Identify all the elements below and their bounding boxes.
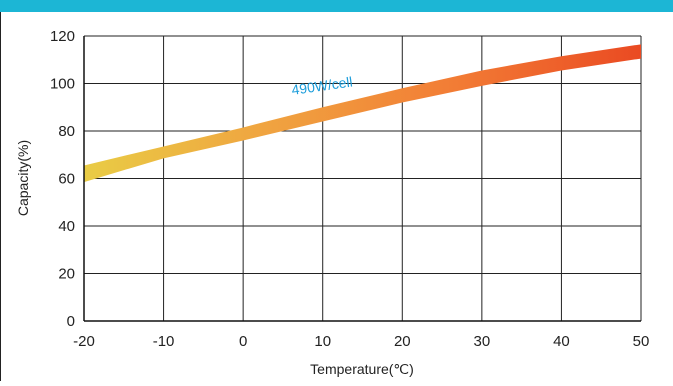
left-frame-line — [0, 12, 1, 381]
x-tick-label: 0 — [239, 333, 247, 350]
x-axis-title: Temperature(℃) — [310, 361, 414, 377]
y-tick-label: 80 — [58, 123, 75, 140]
y-tick-label: 100 — [50, 76, 75, 93]
y-tick-label: 20 — [58, 266, 75, 283]
series-annotation-label: 490W/cell — [290, 73, 353, 97]
x-tick-label: 10 — [314, 333, 331, 350]
x-tick-label: 40 — [553, 333, 570, 350]
x-tick-label: 20 — [394, 333, 411, 350]
y-tick-label: 0 — [67, 313, 75, 330]
x-tick-label: -20 — [73, 333, 95, 350]
y-tick-label: 120 — [50, 28, 75, 45]
y-tick-label: 60 — [58, 171, 75, 188]
x-tick-label: 30 — [474, 333, 491, 350]
chart-series-layer — [84, 44, 641, 183]
x-tick-label: -10 — [153, 333, 175, 350]
chart-axes — [83, 36, 641, 322]
tick-labels: -20 -10 0 10 20 30 40 50 0 20 40 60 80 100 120 — [50, 28, 649, 350]
x-tick-label: 50 — [633, 333, 650, 350]
y-axis-title: Capacity(%) — [15, 140, 31, 216]
y-tick-label: 40 — [58, 218, 75, 235]
header-accent-bar — [0, 0, 673, 12]
capacity-band — [84, 44, 641, 183]
chart-grid — [83, 35, 642, 322]
